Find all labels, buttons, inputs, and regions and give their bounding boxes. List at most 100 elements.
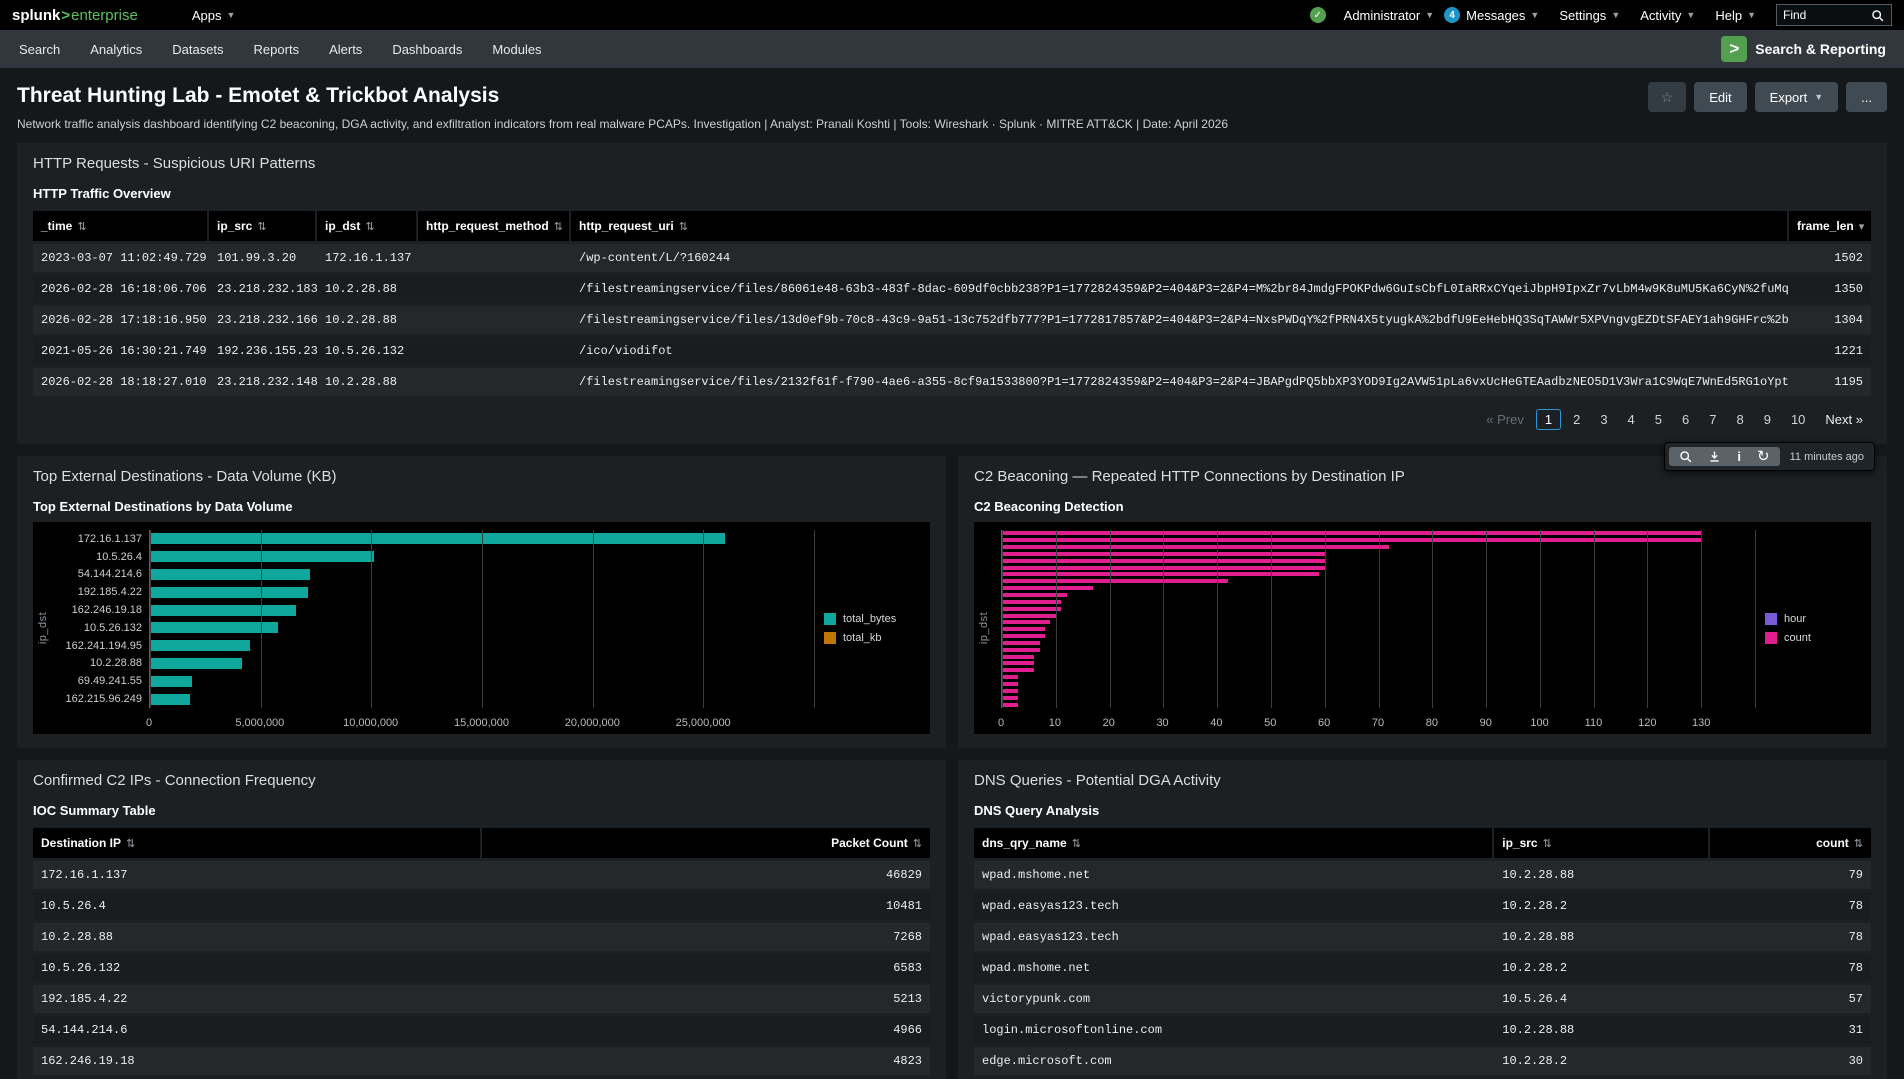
column-header--time[interactable]: _time⇅ bbox=[33, 211, 209, 244]
table-row[interactable]: 192.185.4.225213 bbox=[33, 985, 930, 1016]
table-row[interactable]: wpad.easyas123.tech10.2.28.278 bbox=[974, 892, 1871, 923]
bar[interactable] bbox=[150, 676, 192, 687]
bar[interactable] bbox=[1002, 641, 1040, 645]
current-app[interactable]: > Search & Reporting bbox=[1721, 36, 1900, 62]
bar[interactable] bbox=[1002, 538, 1701, 542]
bar[interactable] bbox=[150, 605, 296, 616]
table-row[interactable]: 2023-03-07 11:02:49.729101.99.3.20172.16… bbox=[33, 244, 1871, 275]
info-icon[interactable]: i bbox=[1737, 450, 1741, 463]
more-actions-button[interactable]: ... bbox=[1846, 82, 1887, 112]
apps-menu[interactable]: Apps ▼ bbox=[182, 0, 246, 30]
bar[interactable] bbox=[1002, 682, 1018, 686]
bar[interactable] bbox=[1002, 696, 1018, 700]
column-header-http-request-method[interactable]: http_request_method⇅ bbox=[418, 211, 571, 244]
pagination-page-4[interactable]: 4 bbox=[1620, 409, 1643, 430]
app-tab-search[interactable]: Search bbox=[4, 30, 75, 68]
bar[interactable] bbox=[1002, 600, 1061, 604]
bar[interactable] bbox=[150, 569, 310, 580]
column-header-frame-len[interactable]: frame_len▾ bbox=[1789, 211, 1871, 244]
settings-menu[interactable]: Settings ▼ bbox=[1549, 0, 1630, 30]
bar[interactable] bbox=[1002, 614, 1056, 618]
table-row[interactable]: edge.microsoft.com10.2.28.230 bbox=[974, 1047, 1871, 1078]
table-row[interactable]: wpad.mshome.net10.2.28.8879 bbox=[974, 861, 1871, 892]
bar[interactable] bbox=[150, 658, 242, 669]
find-search-box[interactable] bbox=[1776, 4, 1892, 26]
table-row[interactable]: 172.16.1.13746829 bbox=[33, 861, 930, 892]
pagination-page-1[interactable]: 1 bbox=[1536, 409, 1561, 430]
pagination-page-6[interactable]: 6 bbox=[1674, 409, 1697, 430]
bar[interactable] bbox=[150, 587, 308, 598]
bar[interactable] bbox=[150, 622, 278, 633]
table-row[interactable]: 2026-02-28 16:18:06.70623.218.232.18310.… bbox=[33, 275, 1871, 306]
bar[interactable] bbox=[1002, 531, 1701, 535]
app-tab-analytics[interactable]: Analytics bbox=[75, 30, 157, 68]
bar[interactable] bbox=[1002, 620, 1050, 624]
download-icon[interactable] bbox=[1708, 450, 1721, 463]
pagination-page-5[interactable]: 5 bbox=[1647, 409, 1670, 430]
table-row[interactable]: victorypunk.com10.5.26.457 bbox=[974, 985, 1871, 1016]
column-header-count[interactable]: count⇅ bbox=[1710, 828, 1871, 861]
legend-item[interactable]: count bbox=[1765, 632, 1865, 644]
bar[interactable] bbox=[1002, 655, 1034, 659]
zoom-icon[interactable] bbox=[1679, 450, 1692, 463]
edit-button[interactable]: Edit bbox=[1694, 82, 1746, 112]
pagination-page-10[interactable]: 10 bbox=[1783, 409, 1813, 430]
bar[interactable] bbox=[1002, 593, 1067, 597]
column-header-http-request-uri[interactable]: http_request_uri⇅ bbox=[571, 211, 1789, 244]
table-row[interactable]: 10.5.26.1326583 bbox=[33, 954, 930, 985]
pagination-page-7[interactable]: 7 bbox=[1701, 409, 1724, 430]
column-header-ip-src[interactable]: ip_src⇅ bbox=[209, 211, 317, 244]
pagination-prev[interactable]: « Prev bbox=[1478, 409, 1532, 430]
table-row[interactable]: 2021-05-26 16:30:21.749192.236.155.23010… bbox=[33, 337, 1871, 368]
pagination-page-8[interactable]: 8 bbox=[1728, 409, 1751, 430]
column-header-ip-dst[interactable]: ip_dst⇅ bbox=[317, 211, 418, 244]
help-menu[interactable]: Help ▼ bbox=[1705, 0, 1766, 30]
table-row[interactable]: 162.246.19.184823 bbox=[33, 1047, 930, 1078]
bar[interactable] bbox=[1002, 627, 1045, 631]
bar[interactable] bbox=[150, 533, 725, 544]
table-row[interactable]: 10.5.26.410481 bbox=[33, 892, 930, 923]
bar[interactable] bbox=[150, 640, 250, 651]
bar[interactable] bbox=[1002, 607, 1061, 611]
table-row[interactable]: wpad.easyas123.tech10.2.28.8878 bbox=[974, 923, 1871, 954]
pagination-page-9[interactable]: 9 bbox=[1756, 409, 1779, 430]
find-search-input[interactable] bbox=[1783, 8, 1871, 22]
administrator-menu[interactable]: Administrator ▼ bbox=[1334, 0, 1445, 30]
bar[interactable] bbox=[150, 694, 190, 705]
column-header-dns-qry-name[interactable]: dns_qry_name⇅ bbox=[974, 828, 1494, 861]
bar[interactable] bbox=[1002, 668, 1034, 672]
system-status-ok-icon[interactable]: ✓ bbox=[1310, 7, 1326, 23]
bar[interactable] bbox=[1002, 689, 1018, 693]
table-row[interactable]: 2026-02-28 18:18:27.01023.218.232.14810.… bbox=[33, 368, 1871, 399]
table-row[interactable]: 2026-02-28 17:18:16.95023.218.232.16610.… bbox=[33, 306, 1871, 337]
column-header-destination-ip[interactable]: Destination IP⇅ bbox=[33, 828, 482, 861]
pagination-next[interactable]: Next » bbox=[1817, 409, 1871, 430]
favorite-button[interactable]: ☆ bbox=[1648, 82, 1687, 112]
refresh-icon[interactable]: ↻ bbox=[1757, 450, 1770, 463]
pagination-page-2[interactable]: 2 bbox=[1565, 409, 1588, 430]
app-tab-datasets[interactable]: Datasets bbox=[157, 30, 238, 68]
table-row[interactable]: 10.2.28.887268 bbox=[33, 923, 930, 954]
app-tab-reports[interactable]: Reports bbox=[239, 30, 315, 68]
bar[interactable] bbox=[1002, 648, 1040, 652]
legend-item[interactable]: hour bbox=[1765, 613, 1865, 625]
table-row[interactable]: 54.144.214.64966 bbox=[33, 1016, 930, 1047]
legend-item[interactable]: total_bytes bbox=[824, 613, 924, 625]
bar[interactable] bbox=[1002, 703, 1018, 707]
bar[interactable] bbox=[1002, 545, 1389, 549]
pagination-page-3[interactable]: 3 bbox=[1592, 409, 1615, 430]
splunk-logo[interactable]: splunk>enterprise bbox=[12, 7, 138, 24]
app-tab-alerts[interactable]: Alerts bbox=[314, 30, 377, 68]
app-tab-dashboards[interactable]: Dashboards bbox=[377, 30, 477, 68]
bar[interactable] bbox=[1002, 586, 1093, 590]
messages-menu[interactable]: Messages ▼ bbox=[1456, 0, 1549, 30]
bar[interactable] bbox=[1002, 579, 1228, 583]
bar[interactable] bbox=[1002, 675, 1018, 679]
bar[interactable] bbox=[1002, 661, 1034, 665]
legend-item[interactable]: total_kb bbox=[824, 632, 924, 644]
activity-menu[interactable]: Activity ▼ bbox=[1630, 0, 1705, 30]
export-button[interactable]: Export ▼ bbox=[1755, 82, 1839, 112]
column-header-ip-src[interactable]: ip_src⇅ bbox=[1494, 828, 1709, 861]
app-tab-modules[interactable]: Modules bbox=[477, 30, 556, 68]
bar[interactable] bbox=[1002, 634, 1045, 638]
